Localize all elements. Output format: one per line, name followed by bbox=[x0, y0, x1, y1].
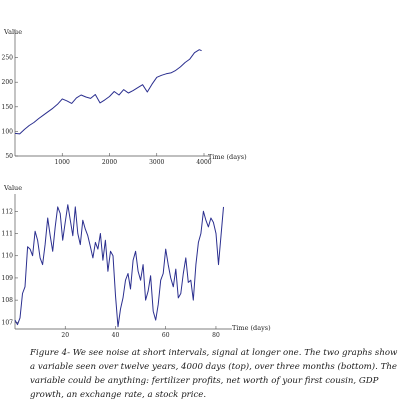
y-tick-label: 110 bbox=[2, 253, 14, 260]
chart-top-long-horizon: 50 100 150 200 250 1000 2000 3000 4000 Value Time … bbox=[2, 28, 248, 166]
y-tick-label: 200 bbox=[2, 79, 14, 86]
y-tick-label: 108 bbox=[2, 297, 14, 304]
x-tick-label: 60 bbox=[162, 332, 170, 339]
y-tick-label: 109 bbox=[2, 275, 14, 282]
y-tick-label: 107 bbox=[2, 319, 14, 326]
y-axis-label: Value bbox=[3, 184, 22, 192]
x-tick-label: 20 bbox=[61, 332, 69, 339]
chart-bottom-short-horizon: 107 108 109 110 111 112 20 40 60 80 Value Time (day… bbox=[2, 184, 272, 339]
y-tick-label: 150 bbox=[2, 104, 14, 111]
y-axis-label: Value bbox=[3, 28, 22, 36]
series-line bbox=[14, 49, 202, 135]
x-tick-label: 4000 bbox=[196, 159, 211, 166]
y-tick-label: 112 bbox=[2, 208, 14, 215]
y-tick-label: 111 bbox=[2, 231, 13, 238]
x-tick-label: 1000 bbox=[55, 159, 70, 166]
figure-canvas: 50 100 150 200 250 1000 2000 3000 4000 Value Time … bbox=[2, 28, 272, 339]
x-tick-label: 2000 bbox=[102, 159, 117, 166]
x-axis-label: Time (days) bbox=[232, 324, 271, 332]
x-axis-label: Time (days) bbox=[208, 153, 247, 161]
y-tick-label: 250 bbox=[2, 55, 14, 62]
x-tick-label: 3000 bbox=[149, 159, 164, 166]
series-line bbox=[14, 204, 224, 328]
x-tick-label: 40 bbox=[112, 332, 120, 339]
figure-caption: Figure 4- We see noise at short interval… bbox=[30, 348, 398, 400]
y-tick-label: 100 bbox=[2, 128, 14, 135]
y-tick-label: 50 bbox=[5, 153, 13, 160]
x-tick-label: 80 bbox=[212, 332, 220, 339]
